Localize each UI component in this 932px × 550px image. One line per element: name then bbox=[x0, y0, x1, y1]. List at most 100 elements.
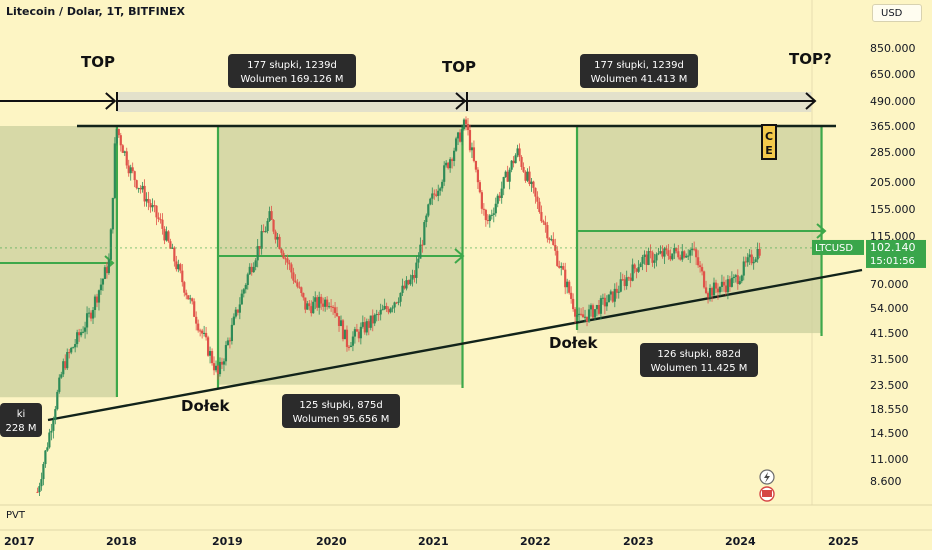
candle-body-15 bbox=[66, 352, 69, 369]
candle-body-30 bbox=[95, 296, 99, 303]
candle-body-11 bbox=[58, 377, 61, 392]
candle-body-148 bbox=[329, 306, 333, 308]
candle-body-122 bbox=[278, 236, 281, 249]
candle-body-160 bbox=[353, 329, 357, 337]
candle-body-158 bbox=[349, 345, 353, 347]
candle-body-254 bbox=[540, 211, 543, 222]
support-trendline bbox=[47, 268, 863, 422]
candle-body-213 bbox=[458, 132, 462, 142]
info-box-1-line1: 177 słupki, 1239d bbox=[247, 60, 337, 71]
candle-body-140 bbox=[314, 297, 317, 302]
annotation-top-1: TOP bbox=[81, 53, 115, 71]
candle-body-307 bbox=[645, 254, 648, 265]
candle-body-166 bbox=[365, 321, 368, 333]
candle-body-156 bbox=[345, 329, 349, 347]
time-tick-7: 2024 bbox=[725, 535, 756, 548]
annotation-top-2: TOP bbox=[442, 58, 476, 76]
candle-body-309 bbox=[649, 251, 652, 253]
candle-body-331 bbox=[693, 248, 696, 250]
price-tick-11: 31.500 bbox=[870, 353, 909, 366]
candle-body-191 bbox=[415, 262, 418, 278]
candle-body-50 bbox=[135, 180, 138, 189]
candle-body-22 bbox=[80, 332, 83, 336]
candle-body-329 bbox=[689, 250, 692, 256]
candle-body-225 bbox=[482, 208, 485, 210]
candle-body-243 bbox=[518, 148, 521, 157]
candle-body-248 bbox=[528, 171, 531, 185]
candle-body-169 bbox=[371, 315, 374, 324]
candle-body-172 bbox=[377, 314, 380, 316]
ce-marker-text-e: E bbox=[765, 144, 773, 157]
candle-body-80 bbox=[195, 316, 198, 324]
price-tick-2: 490.000 bbox=[870, 95, 916, 108]
candle-body-310 bbox=[651, 252, 654, 263]
candle-body-25 bbox=[85, 313, 89, 328]
candle-body-350 bbox=[730, 278, 733, 287]
price-tick-12: 23.500 bbox=[870, 379, 909, 392]
price-axis-labels: 850.000 650.000 490.000 365.000 285.000 205.0… bbox=[870, 42, 916, 488]
time-axis-labels: 2017 2018 2019 2020 2021 2022 2023 2024 2025 bbox=[4, 535, 859, 548]
candle-body-300 bbox=[631, 264, 634, 281]
candle-body-328 bbox=[687, 255, 690, 257]
cycle-arrow-3-head bbox=[805, 92, 817, 110]
candle-body-187 bbox=[407, 280, 410, 285]
candle-body-231 bbox=[494, 203, 497, 214]
flag-icon-field bbox=[762, 490, 772, 497]
candle-body-280 bbox=[591, 305, 595, 318]
candle-body-43 bbox=[121, 145, 124, 153]
candle-body-162 bbox=[357, 331, 360, 339]
candle-body-190 bbox=[413, 275, 416, 278]
currency-button[interactable]: USD bbox=[872, 4, 922, 22]
info-box-3-line2: Wolumen 95.656 M bbox=[293, 414, 390, 425]
candle-body-356 bbox=[742, 261, 745, 276]
info-box-4-line1: 126 słupki, 882d bbox=[657, 349, 740, 360]
candle-body-161 bbox=[355, 329, 358, 332]
candle-body-274 bbox=[579, 313, 583, 315]
candle-body-60 bbox=[155, 205, 158, 218]
candle-body-45 bbox=[125, 151, 128, 166]
candle-body-180 bbox=[393, 302, 396, 308]
candle-body-334 bbox=[699, 265, 702, 268]
candle-body-363 bbox=[756, 248, 759, 260]
candle-body-151 bbox=[335, 313, 339, 317]
candle-body-110 bbox=[254, 260, 257, 267]
candle-body-131 bbox=[296, 282, 299, 287]
time-tick-6: 2023 bbox=[623, 535, 654, 548]
candle-body-263 bbox=[558, 265, 561, 268]
candle-body-229 bbox=[490, 214, 493, 216]
candle-body-303 bbox=[637, 267, 640, 272]
candle-body-253 bbox=[538, 201, 541, 212]
price-tick-15: 11.000 bbox=[870, 453, 909, 466]
candle-body-135 bbox=[304, 297, 307, 310]
cycle-arrow-1-head bbox=[105, 92, 117, 110]
candle-body-189 bbox=[411, 275, 414, 280]
candle-body-327 bbox=[685, 255, 688, 258]
candle-body-268 bbox=[568, 281, 571, 293]
candle-body-144 bbox=[322, 303, 325, 307]
candle-body-325 bbox=[681, 251, 684, 260]
candle-body-28 bbox=[91, 310, 95, 319]
candle-body-106 bbox=[246, 274, 249, 286]
candle-body-199 bbox=[431, 193, 434, 199]
candle-body-196 bbox=[425, 215, 428, 223]
candle-body-335 bbox=[700, 267, 704, 272]
candle-body-70 bbox=[175, 261, 178, 270]
pvt-indicator-label[interactable]: PVT bbox=[6, 510, 25, 521]
candle-body-215 bbox=[462, 119, 466, 130]
candle-body-284 bbox=[599, 298, 603, 314]
candle-body-256 bbox=[544, 222, 547, 226]
candle-body-103 bbox=[240, 293, 243, 305]
candle-body-316 bbox=[663, 248, 666, 257]
candle-body-338 bbox=[706, 293, 710, 298]
candle-body-143 bbox=[320, 296, 323, 304]
candle-body-236 bbox=[504, 171, 507, 178]
candle-body-117 bbox=[268, 211, 271, 221]
flash-icon-bolt bbox=[764, 472, 770, 483]
candle-body-251 bbox=[534, 187, 537, 197]
time-tick-5: 2022 bbox=[520, 535, 551, 548]
candle-body-224 bbox=[480, 192, 483, 209]
candle-body-294 bbox=[619, 279, 622, 292]
candle-body-61 bbox=[157, 217, 160, 220]
candle-body-133 bbox=[300, 287, 303, 293]
